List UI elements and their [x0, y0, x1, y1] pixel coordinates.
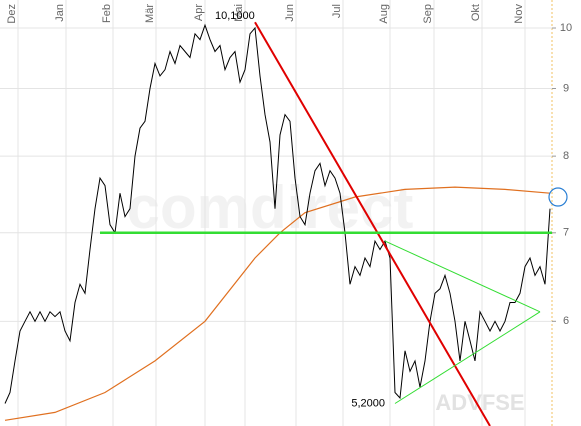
x-tick-label: Apr	[193, 4, 205, 21]
y-tick-label: 7	[563, 227, 569, 239]
x-tick-label: Jul	[331, 4, 343, 18]
x-tick-label: Feb	[101, 4, 113, 23]
line	[4, 23, 551, 404]
highlight-circle	[548, 187, 568, 207]
y-tick-label: 6	[563, 315, 569, 327]
x-tick-label: Dez	[6, 4, 18, 24]
line	[394, 311, 541, 404]
x-tick-label: Mai	[233, 4, 245, 22]
line	[254, 21, 491, 426]
line	[384, 240, 541, 313]
y-tick-label: 8	[563, 150, 569, 162]
y-tick-label: 10	[560, 22, 572, 34]
x-tick-label: Jun	[284, 4, 296, 22]
annotation: 10,1000	[215, 10, 255, 22]
x-tick-label: Mär	[144, 4, 156, 23]
x-tick-label: Okt	[470, 4, 482, 21]
x-tick-label: Sep	[422, 4, 434, 24]
watermark: comdirect	[127, 174, 414, 241]
x-tick-label: Aug	[378, 4, 390, 24]
annotation: 5,2000	[351, 397, 385, 409]
y-tick-label: 9	[563, 82, 569, 94]
x-tick-label: Jan	[54, 4, 66, 22]
source-watermark: ADVFSE	[435, 390, 524, 415]
x-tick-label: Nov	[513, 4, 525, 24]
